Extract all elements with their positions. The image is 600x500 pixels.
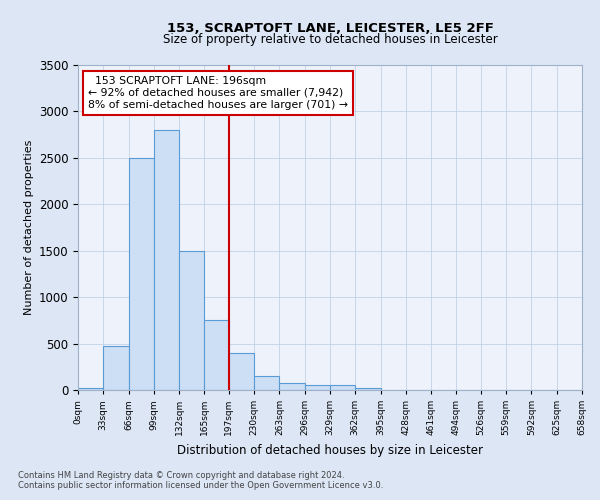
Bar <box>128 158 154 390</box>
Bar <box>355 388 380 390</box>
Text: 153, SCRAPTOFT LANE, LEICESTER, LE5 2FF: 153, SCRAPTOFT LANE, LEICESTER, LE5 2FF <box>167 22 493 36</box>
Bar <box>179 250 205 390</box>
Bar <box>280 383 305 390</box>
Text: Contains HM Land Registry data © Crown copyright and database right 2024.: Contains HM Land Registry data © Crown c… <box>18 471 344 480</box>
Text: Contains public sector information licensed under the Open Government Licence v3: Contains public sector information licen… <box>18 481 383 490</box>
Bar <box>154 130 179 390</box>
Bar <box>229 353 254 390</box>
Bar <box>103 346 128 390</box>
Text: Size of property relative to detached houses in Leicester: Size of property relative to detached ho… <box>163 32 497 46</box>
Text: 153 SCRAPTOFT LANE: 196sqm  
← 92% of detached houses are smaller (7,942)
8% of : 153 SCRAPTOFT LANE: 196sqm ← 92% of deta… <box>88 76 348 110</box>
Bar <box>78 388 103 390</box>
Bar <box>205 320 229 390</box>
Bar <box>305 386 330 390</box>
Bar <box>254 376 280 390</box>
X-axis label: Distribution of detached houses by size in Leicester: Distribution of detached houses by size … <box>177 444 483 456</box>
Bar <box>330 385 355 390</box>
Y-axis label: Number of detached properties: Number of detached properties <box>25 140 34 315</box>
